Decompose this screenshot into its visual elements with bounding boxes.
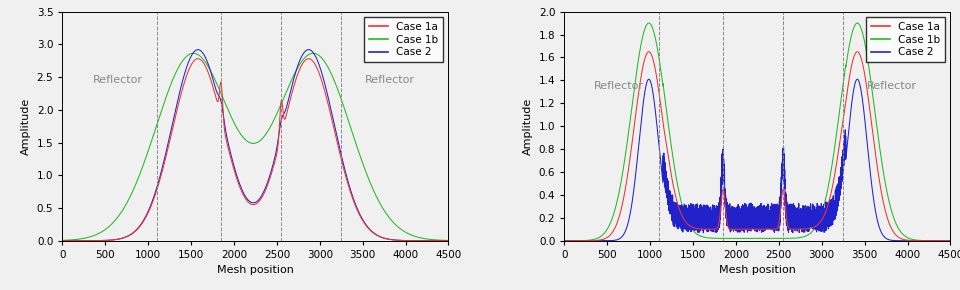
Text: Reflector: Reflector	[867, 81, 917, 91]
Y-axis label: Amplitude: Amplitude	[21, 97, 31, 155]
Text: Reflector: Reflector	[365, 75, 416, 85]
Legend: Case 1a, Case 1b, Case 2: Case 1a, Case 1b, Case 2	[866, 17, 946, 62]
Legend: Case 1a, Case 1b, Case 2: Case 1a, Case 1b, Case 2	[364, 17, 444, 62]
X-axis label: Mesh position: Mesh position	[719, 265, 796, 275]
Text: Reflector: Reflector	[594, 81, 644, 91]
Y-axis label: Amplitude: Amplitude	[523, 97, 533, 155]
X-axis label: Mesh position: Mesh position	[217, 265, 294, 275]
Text: Reflector: Reflector	[92, 75, 142, 85]
